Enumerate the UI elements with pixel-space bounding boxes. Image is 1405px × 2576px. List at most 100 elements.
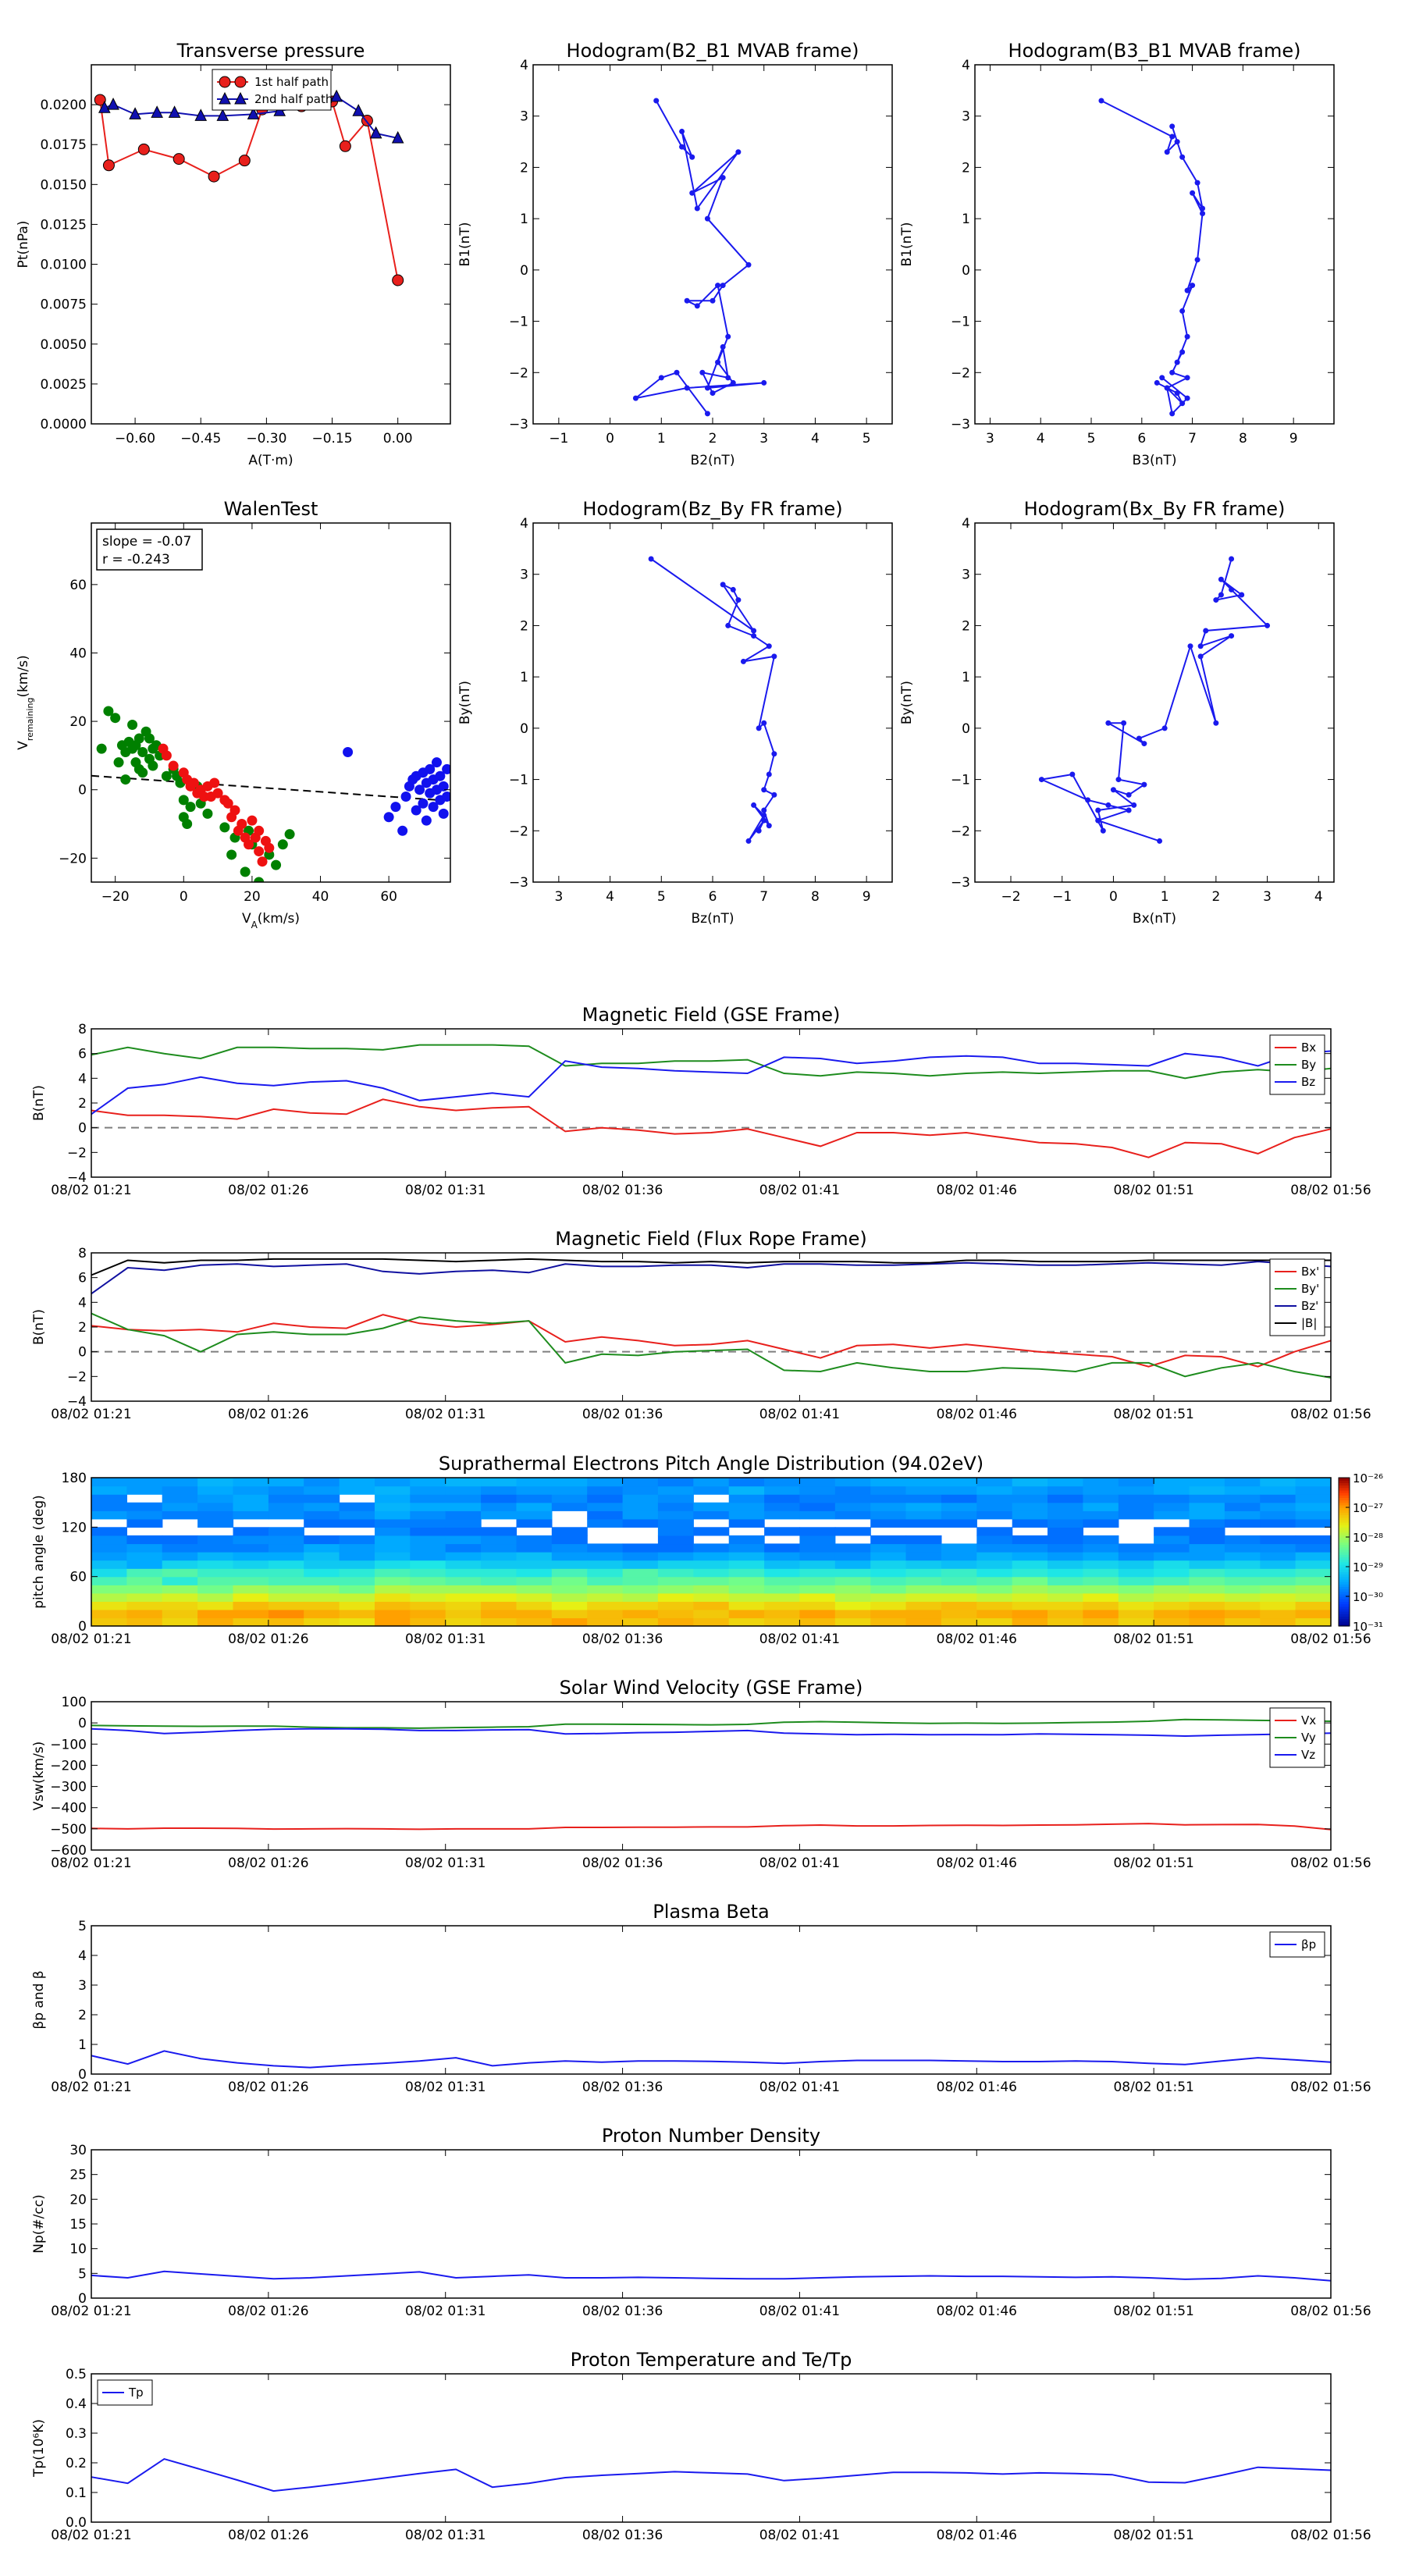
pad-cell — [516, 1510, 553, 1520]
pad-cell — [1189, 1568, 1225, 1578]
h3-ylabel: By(nT) — [457, 681, 473, 724]
pad-cell — [268, 1478, 304, 1487]
pad-colorbar-step — [1339, 1569, 1350, 1572]
pad-cell — [693, 1552, 730, 1561]
pad-colorbar-step — [1339, 1544, 1350, 1548]
h2-ytick-label: 4 — [962, 58, 970, 73]
h1-xtick-label: 2 — [709, 431, 717, 447]
pad-cell — [233, 1568, 269, 1578]
h3-ytick-label: 0 — [520, 721, 528, 737]
pad-cell — [1012, 1518, 1048, 1528]
h1-point — [730, 379, 736, 386]
pad-cell — [870, 1617, 907, 1627]
pad-cell — [587, 1543, 624, 1553]
h3-point — [766, 643, 772, 649]
h4-frame — [974, 522, 1335, 883]
pad-colorbar-step — [1339, 1537, 1350, 1540]
pad-cell — [587, 1576, 624, 1585]
bgse-xtick-label: 08/02 01:36 — [582, 1183, 663, 1198]
pad-cell — [1189, 1585, 1225, 1594]
np-xtick-label: 08/02 01:56 — [1290, 2304, 1371, 2319]
pad-colorbar-step — [1339, 1603, 1350, 1607]
bfr-xtick-label: 08/02 01:51 — [1113, 1407, 1193, 1422]
pad-cell — [339, 1518, 375, 1528]
h4-ytick-label: 4 — [962, 516, 970, 532]
np-series-line-0 — [91, 2270, 1332, 2282]
h1-point — [704, 411, 710, 417]
pad-cell — [834, 1494, 871, 1503]
pad-cell — [1295, 1592, 1332, 1602]
pad-cell — [1118, 1601, 1154, 1610]
pad-cell — [799, 1543, 836, 1553]
bgse-ytick-label: 4 — [78, 1071, 87, 1087]
vsw-frame — [91, 1701, 1332, 1851]
np-title: Proton Number Density — [602, 2125, 820, 2147]
h1-ytick-label: 2 — [520, 160, 528, 176]
pad-colorbar-step — [1339, 1599, 1350, 1602]
pad-cell — [375, 1510, 411, 1520]
pad-xtick-label: 08/02 01:36 — [582, 1631, 663, 1647]
tpp-panel: Proton Temperature and Te/Tp Tp(10⁶K) 08/0… — [31, 2349, 1371, 2543]
pad-cell — [233, 1502, 269, 1511]
pad-cell — [91, 1560, 127, 1569]
pad-cell — [304, 1518, 340, 1528]
pad-cell — [233, 1478, 269, 1487]
pad-colorbar-step — [1339, 1504, 1350, 1508]
pad-cell — [304, 1478, 340, 1487]
vsw-legend: Vx Vy Vz — [1269, 1707, 1325, 1768]
bfr-series-line-2 — [91, 1261, 1332, 1295]
bgse-xtick-label: 08/02 01:41 — [759, 1183, 840, 1198]
pad-cell — [445, 1510, 482, 1520]
tp-point — [94, 94, 106, 106]
pad-cell — [197, 1478, 234, 1487]
pad-cell — [834, 1617, 871, 1627]
pad-cell — [1154, 1560, 1190, 1569]
pad-cell — [799, 1552, 836, 1561]
pad-cell — [1083, 1485, 1119, 1495]
pad-cell — [1048, 1592, 1083, 1602]
walen-point — [202, 808, 213, 819]
pad-cell — [764, 1617, 801, 1627]
pad-cell — [481, 1502, 518, 1511]
pad-cell — [657, 1617, 694, 1627]
tp-point — [107, 97, 119, 110]
pad-cell — [268, 1543, 304, 1553]
pad-cell — [834, 1552, 871, 1561]
h3-point — [756, 725, 762, 731]
pad-xtick-label: 08/02 01:31 — [405, 1631, 486, 1647]
pad-cell — [339, 1535, 375, 1545]
pad-cell — [799, 1576, 836, 1585]
pad-cell — [693, 1617, 730, 1627]
h1-point — [632, 395, 638, 401]
pad-ytick-label: 180 — [62, 1471, 87, 1486]
pad-cell — [1295, 1485, 1332, 1495]
h4-point — [1229, 556, 1235, 562]
walen-point — [383, 812, 394, 823]
bgse-frame — [91, 1028, 1332, 1178]
walen-point — [438, 781, 449, 792]
pad-cell — [410, 1527, 446, 1536]
pad-cell — [162, 1478, 198, 1487]
pad-cell — [1224, 1552, 1261, 1561]
pad-cell — [657, 1485, 694, 1495]
pad-cell — [1083, 1576, 1119, 1585]
pad-colorbar-step — [1339, 1517, 1350, 1521]
pad-cell — [516, 1609, 553, 1619]
pad-cell — [728, 1502, 765, 1511]
h1-xtick-label: 3 — [759, 431, 768, 447]
h3-title: Hodogram(Bz_By FR frame) — [582, 498, 842, 520]
pad-cell — [339, 1568, 375, 1578]
pad-cell — [551, 1576, 588, 1585]
h2-point — [1164, 385, 1170, 391]
h2-point — [1159, 375, 1165, 381]
h1-ytick-label: 1 — [520, 212, 528, 227]
pad-cell — [905, 1510, 942, 1520]
pad-cell — [728, 1543, 765, 1553]
pad-cell — [233, 1535, 269, 1545]
pad-cell — [834, 1609, 871, 1619]
pad-cell — [905, 1502, 942, 1511]
pad-cell — [1154, 1527, 1190, 1536]
pad-cell — [1260, 1518, 1297, 1528]
pad-cell — [905, 1560, 942, 1569]
pad-cell — [1083, 1560, 1119, 1569]
